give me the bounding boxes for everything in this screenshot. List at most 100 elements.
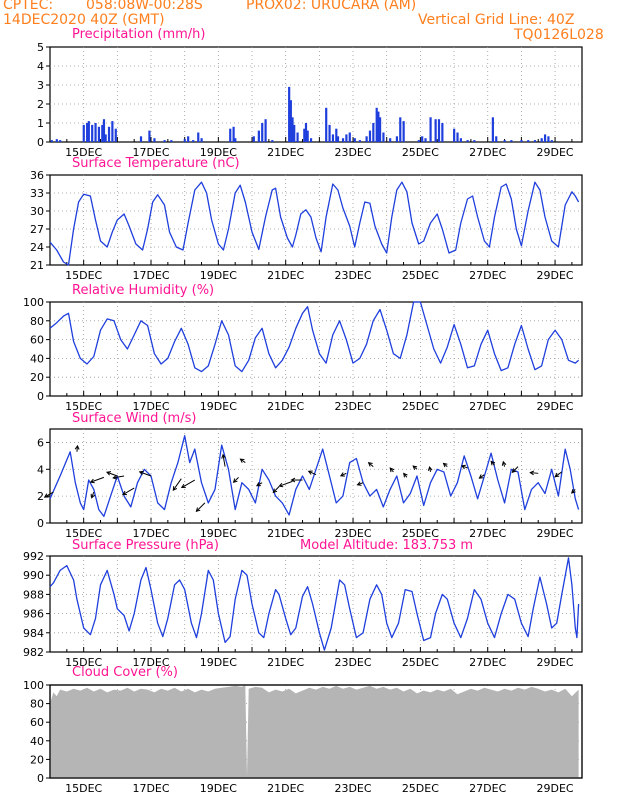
panel-5-xtick-label: 23DEC: [334, 656, 371, 669]
panel-1-bar: [372, 123, 375, 142]
panel-4-wind-arrow-head: [180, 483, 186, 489]
panel-4-wind-arrow-head: [403, 472, 408, 478]
panel-2-xtick-label: 23DEC: [334, 269, 371, 282]
panel-4-wind-arrow-head: [529, 470, 535, 476]
panel-1-bar: [303, 128, 306, 142]
panel-4-xtick-label: 27DEC: [469, 527, 506, 540]
panel-5-xtick-label: 27DEC: [469, 656, 506, 669]
header-datetime: 14DEC2020 40Z (GMT): [3, 12, 165, 28]
panel-5-subtitle: Model Altitude: 183.753 m: [300, 538, 473, 553]
panel-3-xtick-label: 19DEC: [200, 400, 237, 413]
panel-5-ytick-label: 990: [23, 569, 44, 582]
panel-4-wind-arrow-head: [490, 460, 496, 466]
panel-4-wind-arrow: [512, 466, 519, 473]
panel-3-series-line: [49, 301, 580, 373]
panel-1-bar: [424, 138, 427, 142]
panel-1-bar: [153, 138, 156, 142]
panel-4-wind-arrow-head: [460, 464, 466, 470]
panel-3-xtick-label: 15DEC: [65, 400, 102, 413]
panel-2-xtick-label: 29DEC: [537, 269, 574, 282]
panel-1-bar: [437, 119, 441, 142]
panel-1-bar: [91, 124, 94, 142]
panel-1-bar: [395, 136, 399, 142]
panel-6-xtick-label: 15DEC: [65, 782, 102, 795]
panel-1-bar: [183, 139, 186, 142]
panel-4-wind-arrow: [90, 476, 105, 483]
panel-5-xtick-label: 29DEC: [537, 656, 574, 669]
header-source: CPTEC:: [3, 0, 54, 13]
panel-1-xtick-label: 27DEC: [469, 146, 506, 159]
panel-6-ytick-label: 100: [23, 679, 44, 692]
panel-4-series-line: [49, 435, 580, 517]
panel-4-wind-arrow-head: [195, 507, 201, 513]
panel-6-ytick-label: 0: [37, 772, 44, 785]
panel-4-wind-arrow-head: [232, 478, 238, 484]
panel-3-ytick-label: 40: [30, 352, 44, 365]
panel-1-bar: [421, 136, 424, 142]
panel-1-bar: [252, 136, 255, 142]
panel-4-wind-arrow-head: [89, 478, 95, 484]
header-station: PROX02: URUCARA (AM): [246, 0, 417, 13]
panel-1-xtick-label: 29DEC: [537, 146, 574, 159]
panel-4-wind-arrow: [196, 502, 206, 512]
header-grid-note: Vertical Grid Line: 40Z: [418, 12, 575, 28]
panel-3-xtick-label: 21DEC: [267, 400, 304, 413]
panel-2-ytick-label: 36: [30, 169, 44, 182]
panel-4-wind-arrow-head: [112, 475, 118, 480]
panel-1-bar: [328, 124, 331, 142]
panel-4-frame: [49, 428, 583, 524]
panel-4-wind-arrow-head: [427, 465, 433, 471]
panel-4-wind-arrow: [113, 475, 125, 479]
panel-3-xtick-label: 27DEC: [469, 400, 506, 413]
panel-1-frame: [49, 46, 583, 143]
panel-1-bar: [527, 140, 530, 142]
header-coords: 058:08W-00:28S: [86, 0, 203, 13]
panel-3-ytick-label: 80: [30, 315, 44, 328]
panel-1-ytick-label: 2: [37, 98, 44, 111]
panel-2-ytick-label: 33: [30, 187, 44, 200]
panel-1-bar: [111, 121, 114, 142]
panel-1-bar: [101, 124, 104, 142]
panel-4-wind-arrow-head: [570, 488, 576, 494]
panel-1-bar: [170, 140, 173, 142]
panel-4-xtick-label: 17DEC: [132, 527, 169, 540]
panel-4-xtick-label: 19DEC: [200, 527, 237, 540]
panel-1-bar: [104, 134, 107, 142]
panel-4-wind-arrow-head: [239, 458, 245, 463]
panel-6-area: [50, 685, 579, 778]
panel-1-bar: [306, 130, 309, 142]
panel-1-bar: [375, 107, 378, 142]
panel-1-bar: [87, 121, 90, 142]
panel-2-xtick-label: 17DEC: [132, 269, 169, 282]
panel-1-bar: [271, 140, 274, 142]
panel-1-bar: [399, 117, 402, 142]
panel-4-wind-arrow: [308, 470, 317, 476]
panel-1-bar: [377, 111, 380, 142]
panel-1-bar: [510, 140, 513, 142]
panel-1-bar: [491, 117, 494, 142]
panel-3-xtick-label: 25DEC: [402, 400, 439, 413]
panel-1-bar: [495, 136, 498, 142]
panel-3-ytick-label: 0: [37, 390, 44, 403]
panel-4-wind-arrow: [106, 471, 118, 477]
panel-4-wind-arrow: [172, 478, 182, 491]
panel-1-bar: [543, 134, 547, 142]
panel-4-wind-arrow: [44, 491, 54, 498]
panel-4-wind-arrow-head: [278, 482, 284, 488]
panel-1-bar: [402, 121, 405, 142]
panel-4-wind-arrow: [272, 486, 280, 493]
panel-2-xtick-label: 15DEC: [65, 269, 102, 282]
panel-4-wind-arrow: [122, 487, 135, 496]
panel-4-xtick-label: 21DEC: [267, 527, 304, 540]
panel-1-bar: [264, 119, 267, 142]
panel-1-bar: [82, 124, 85, 142]
panel-1-xtick-label: 15DEC: [65, 146, 102, 159]
panel-1-bar: [434, 119, 437, 142]
panel-4-wind-arrow: [554, 471, 563, 477]
panel-4-wind-arrow-head: [389, 467, 395, 473]
panel-1-bar: [547, 136, 550, 142]
panel-4-ytick-label: 6: [37, 436, 44, 449]
panel-1-bar: [50, 140, 53, 142]
panel-1-ytick-label: 5: [37, 41, 44, 54]
panel-1-xtick-label: 17DEC: [132, 146, 169, 159]
